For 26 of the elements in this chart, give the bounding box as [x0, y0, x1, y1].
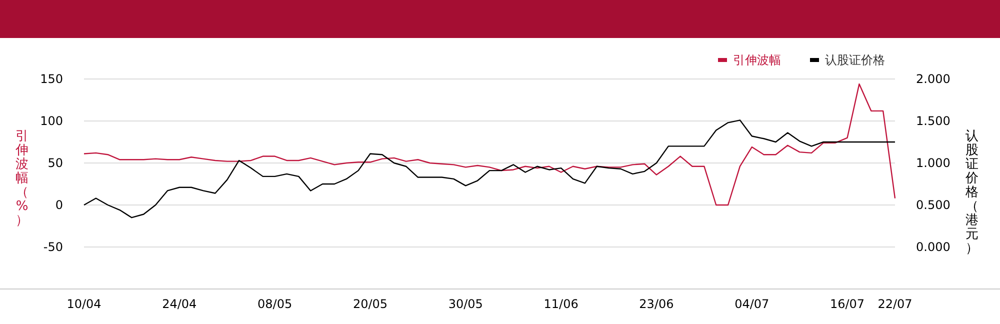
- x-tick-label: 16/07: [830, 297, 865, 311]
- y-axis-title: 引伸波幅（%）: [14, 128, 28, 228]
- x-tick-label: 08/05: [258, 297, 292, 311]
- y2-tick-label: 1.500: [916, 114, 950, 128]
- y-tick-label: 50: [48, 156, 63, 170]
- x-tick-label: 22/07: [878, 297, 912, 311]
- x-tick-label: 20/05: [352, 297, 388, 311]
- y-tick-label: 100: [40, 114, 63, 128]
- y2-tick-label: 1.000: [916, 156, 950, 170]
- x-tick-label: 04/07: [734, 297, 770, 311]
- y2-tick-label: 2.000: [916, 72, 950, 86]
- x-tick-label: 30/05: [448, 297, 483, 311]
- x-tick-label: 23/06: [639, 297, 674, 311]
- x-tick-label: 11/06: [544, 297, 578, 311]
- text: 认股证价格（港元）: [966, 128, 978, 256]
- y-tick-label: -50: [43, 240, 63, 254]
- legend-label: 认股证价格: [825, 53, 885, 68]
- x-tick-label: 10/04: [66, 297, 102, 311]
- legend-label: 引伸波幅: [733, 53, 781, 68]
- line-series: [83, 120, 896, 218]
- y2-tick-label: 0.000: [916, 240, 950, 254]
- line-series: [83, 83, 896, 206]
- y2-tick-label: 0.500: [916, 198, 950, 212]
- x-tick-label: 24/04: [162, 297, 197, 311]
- y-tick-label: 0: [55, 198, 63, 212]
- y-tick-label: 150: [40, 72, 63, 86]
